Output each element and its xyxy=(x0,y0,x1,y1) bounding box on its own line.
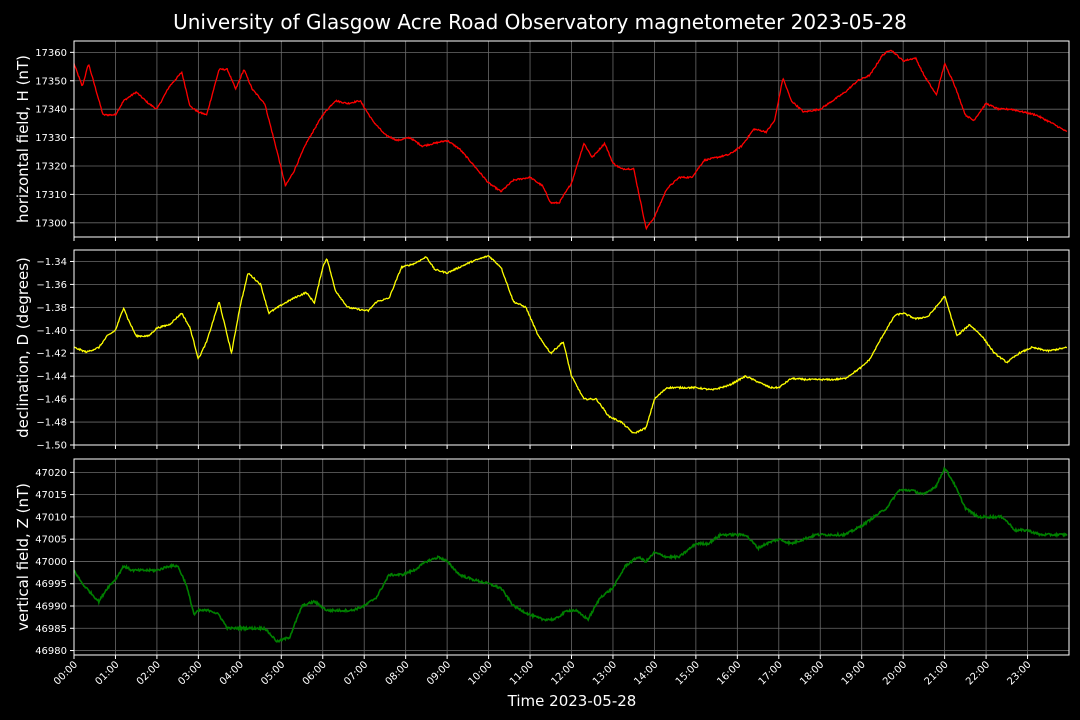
x-tick-label: 18:00 xyxy=(798,659,826,687)
plot-frame xyxy=(73,458,1070,656)
y-tick-label: −1.42 xyxy=(36,349,67,360)
x-tick-label: 16:00 xyxy=(715,659,743,687)
y-tick-label: 46980 xyxy=(35,646,67,657)
y-tick-label: 17330 xyxy=(35,133,67,144)
y-tick-label: 17300 xyxy=(35,218,67,229)
y-tick-label: 47010 xyxy=(35,512,67,523)
y-tick-label: −1.44 xyxy=(36,372,67,383)
x-tick-label: 12:00 xyxy=(549,659,577,687)
y-tick-label: 47015 xyxy=(35,490,67,501)
x-tick-label: 21:00 xyxy=(923,659,951,687)
x-tick-label: 13:00 xyxy=(591,659,619,687)
y-tick-label: 47020 xyxy=(35,468,67,479)
y-tick-label: 17320 xyxy=(35,161,67,172)
chart-title: University of Glasgow Acre Road Observat… xyxy=(173,10,907,34)
series-line-z xyxy=(73,466,1068,644)
x-tick-label: 00:00 xyxy=(52,659,80,687)
x-tick-label: 01:00 xyxy=(93,659,121,687)
plot-frame xyxy=(73,249,1070,446)
y-tick-label: −1.38 xyxy=(36,303,67,314)
y-tick-label: 47005 xyxy=(35,535,67,546)
x-tick-label: 19:00 xyxy=(840,659,868,687)
x-tick-label: 07:00 xyxy=(342,659,370,687)
panel-z: 46980 46985 46990 46995 47000 47005 47010 47015… xyxy=(14,458,1070,659)
panel-d: −1.50 −1.48 −1.46 −1.44 −1.42 −1.40 −1.38 −1.36… xyxy=(14,249,1070,452)
y-axis-label-d: declination, D (degrees) xyxy=(14,257,32,438)
y-tick-label: 17340 xyxy=(35,105,67,116)
x-tick-label: 06:00 xyxy=(301,659,329,687)
y-tick-label: 47000 xyxy=(35,557,67,568)
x-axis-label: Time 2023-05-28 xyxy=(507,692,637,710)
y-tick-label: −1.40 xyxy=(36,326,67,337)
x-tick-label: 11:00 xyxy=(508,659,536,687)
x-tick-label: 14:00 xyxy=(632,659,660,687)
x-tick-label: 05:00 xyxy=(259,659,287,687)
x-tick-label: 04:00 xyxy=(218,659,246,687)
y-tick-label: 17360 xyxy=(35,48,67,59)
y-axis-label-z: vertical field, Z (nT) xyxy=(14,483,32,631)
y-tick-label: −1.36 xyxy=(36,280,67,291)
y-tick-label: 46990 xyxy=(35,602,67,613)
y-tick-label: −1.48 xyxy=(36,418,67,429)
y-tick-label: 17350 xyxy=(35,76,67,87)
y-tick-label: −1.46 xyxy=(36,395,67,406)
x-tick-label: 17:00 xyxy=(757,659,785,687)
y-tick-label: 46995 xyxy=(35,579,67,590)
x-tick-label: 15:00 xyxy=(674,659,702,687)
panel-h: 17300 17310 17320 17330 17340 17350 17360horiz… xyxy=(14,40,1070,241)
x-tick-label: 09:00 xyxy=(425,659,453,687)
y-tick-label: 17310 xyxy=(35,190,67,201)
y-tick-label: 46985 xyxy=(35,624,67,635)
y-axis-label-h: horizontal field, H (nT) xyxy=(14,55,32,223)
x-tick-label: 08:00 xyxy=(384,659,412,687)
series-line-h xyxy=(73,49,1068,231)
series-line-d xyxy=(73,254,1067,434)
x-tick-label: 10:00 xyxy=(467,659,495,687)
x-tick-label: 20:00 xyxy=(881,659,909,687)
x-tick-label: 03:00 xyxy=(176,659,204,687)
y-tick-label: −1.50 xyxy=(36,441,67,452)
x-tick-label: 22:00 xyxy=(964,659,992,687)
y-tick-label: −1.34 xyxy=(36,257,67,268)
x-tick-label: 02:00 xyxy=(135,659,163,687)
x-tick-label: 23:00 xyxy=(1006,659,1034,687)
plot-frame xyxy=(73,40,1070,238)
